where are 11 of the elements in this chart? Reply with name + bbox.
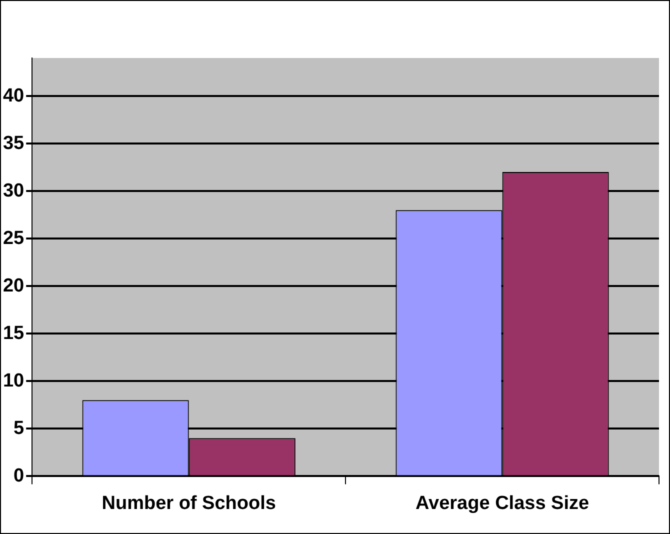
x-tick-label: Number of Schools xyxy=(102,492,276,514)
y-tick-label: 25 xyxy=(2,228,25,249)
y-tick-label: 20 xyxy=(2,275,24,296)
y-tick-label: 0 xyxy=(14,465,24,486)
y-tick-label: 30 xyxy=(2,180,24,202)
y-tick-label: 10 xyxy=(2,370,24,392)
y-tick-label: 15 xyxy=(2,322,25,344)
y-tick-label: 35 xyxy=(2,132,25,154)
y-tick-label: 5 xyxy=(14,418,25,439)
y-tick-label: 40 xyxy=(2,85,24,106)
x-tick-label: Average Class Size xyxy=(416,492,590,514)
